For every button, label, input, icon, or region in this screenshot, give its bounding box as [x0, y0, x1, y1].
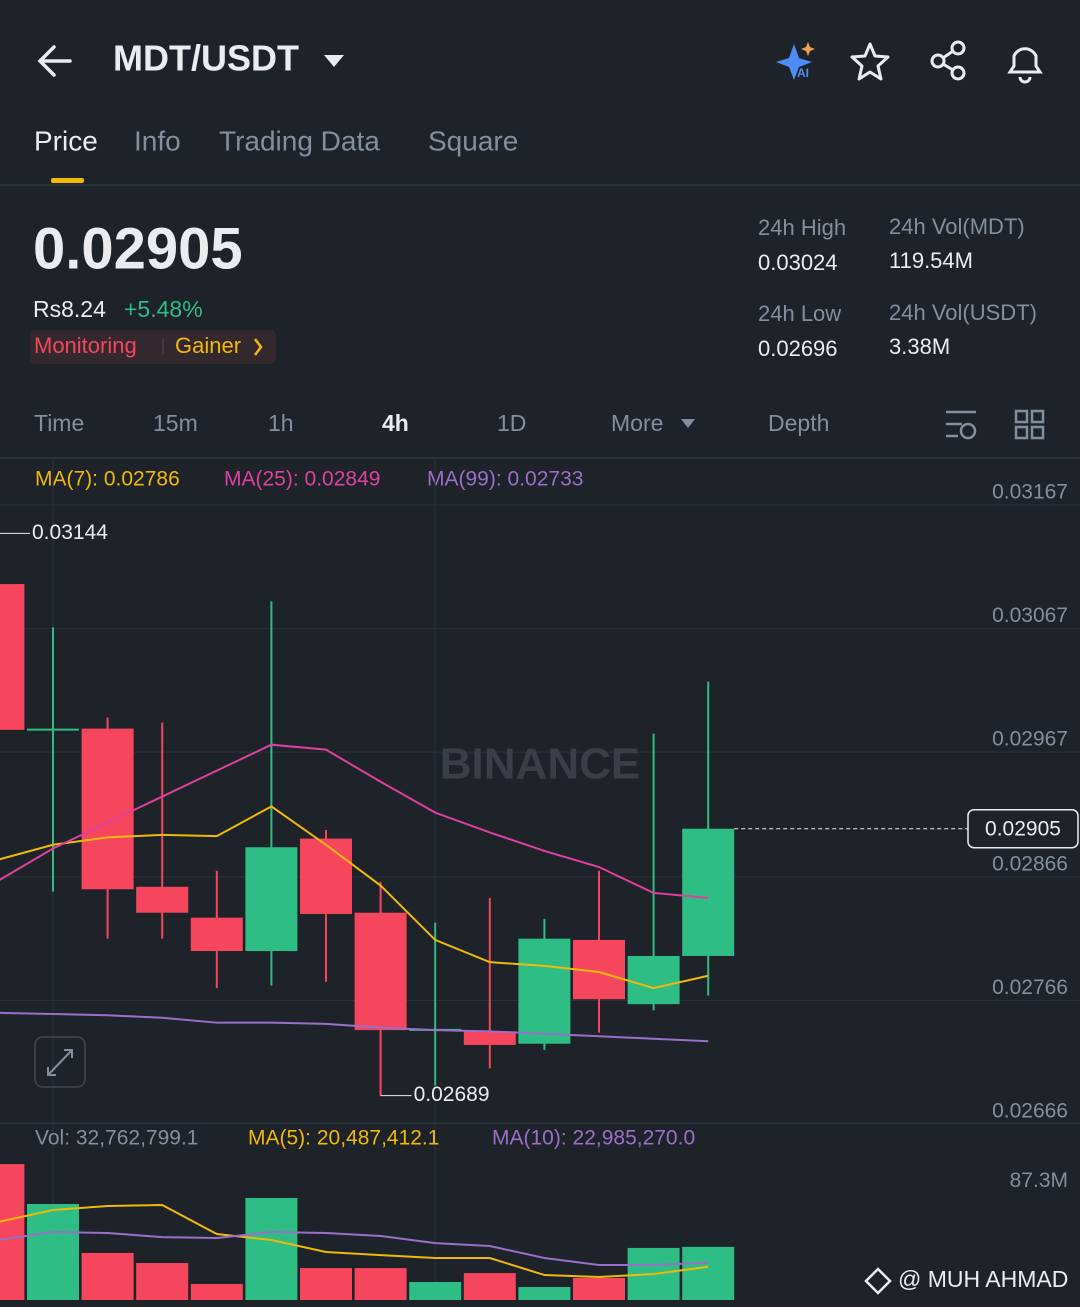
- price-change: +5.48%: [124, 296, 203, 322]
- interval[interactable]: 4h: [382, 410, 409, 436]
- volume-bar: [682, 1246, 735, 1300]
- volume-bar: [518, 1287, 571, 1300]
- layout-button[interactable]: [1014, 409, 1045, 440]
- ma-label: MA(25): 0.02849: [224, 468, 380, 491]
- volume-label: MA(10): 22,985,270.0: [492, 1127, 695, 1150]
- volume-bar: [573, 1277, 625, 1300]
- candle-body: [463, 1031, 516, 1045]
- stat-label: 24h Vol(USDT): [889, 300, 1037, 325]
- credit: @ MUH AHMAD: [898, 1266, 1068, 1292]
- alert-button[interactable]: [1007, 47, 1043, 84]
- tab[interactable]: Info: [134, 125, 181, 156]
- stat-label: 24h High: [758, 215, 846, 240]
- tab[interactable]: Price: [34, 125, 98, 156]
- share-button[interactable]: [930, 40, 966, 81]
- volume-bar: [300, 1268, 352, 1300]
- low-label: 0.02689: [414, 1083, 490, 1106]
- pair-dropdown[interactable]: [324, 55, 344, 67]
- ai-button[interactable]: AI: [776, 42, 815, 80]
- stat-label: 24h Vol(MDT): [889, 214, 1025, 239]
- tag[interactable]: Monitoring: [34, 333, 137, 358]
- y-tick-label: 0.02967: [992, 728, 1068, 751]
- current-price-label: 0.02905: [985, 817, 1061, 840]
- interval[interactable]: 1h: [268, 410, 294, 436]
- y-tick-label: 0.02666: [992, 1100, 1068, 1123]
- chevron: [254, 338, 263, 356]
- footer-credit: @ MUH AHMAD: [864, 1266, 1068, 1295]
- volume-label: Vol: 32,762,799.1: [35, 1127, 198, 1150]
- candle-body: [354, 912, 407, 1031]
- ma-line: [0, 743, 709, 899]
- expand-button[interactable]: [34, 1036, 86, 1088]
- volume-label: MA(5): 20,487,412.1: [248, 1127, 439, 1150]
- candle-body: [518, 938, 571, 1044]
- candle-body: [190, 917, 243, 952]
- tab-indicator: [51, 178, 84, 183]
- back-button[interactable]: [37, 45, 72, 77]
- candle-body: [682, 828, 735, 956]
- favorite-button[interactable]: [850, 42, 890, 81]
- tab[interactable]: Square: [428, 125, 518, 156]
- interval[interactable]: Depth: [768, 410, 829, 436]
- volume-bar: [245, 1198, 298, 1300]
- tag[interactable]: Gainer: [175, 333, 241, 358]
- candle-body: [136, 886, 189, 913]
- y-tick-label: 0.02766: [992, 976, 1068, 999]
- stat-value: 3.38M: [889, 334, 950, 359]
- more-dropdown: [681, 419, 695, 428]
- high-label: 0.03144: [32, 521, 108, 544]
- candle-body: [245, 847, 298, 952]
- y-tick-label: 0.03067: [992, 604, 1068, 627]
- ma-label: MA(99): 0.02733: [427, 468, 583, 491]
- interval[interactable]: 15m: [153, 410, 198, 436]
- volume-ma-line: [0, 1231, 709, 1266]
- volume-bar: [409, 1282, 462, 1300]
- candle-body: [81, 728, 134, 890]
- interval[interactable]: More: [611, 410, 663, 436]
- candle-body: [300, 838, 352, 914]
- volume-ma-line: [0, 1203, 709, 1278]
- interval[interactable]: Time: [34, 410, 84, 436]
- last-price: 0.02905: [33, 216, 243, 281]
- stat-value: 0.03024: [758, 250, 838, 275]
- watermark: BINANCE: [440, 740, 640, 789]
- svg-text:AI: AI: [797, 66, 809, 80]
- volume-bar: [27, 1204, 79, 1300]
- current-price-box: [967, 808, 1079, 849]
- volume-bar: [190, 1283, 243, 1300]
- volume-bar: [354, 1268, 407, 1300]
- fiat-price: Rs8.24: [33, 296, 106, 322]
- volume-bar: [81, 1252, 134, 1300]
- tag-box: [30, 330, 276, 364]
- ma-line: [0, 805, 709, 990]
- indicator-settings[interactable]: [946, 410, 977, 440]
- pair-title[interactable]: MDT/USDT: [113, 38, 299, 79]
- stat-value: 0.02696: [758, 336, 838, 361]
- ma-line: [0, 1011, 709, 1043]
- y-tick-label: 0.02866: [992, 852, 1068, 875]
- stat-value: 119.54M: [889, 248, 973, 273]
- candle-body: [0, 584, 25, 730]
- volume-bar: [463, 1273, 516, 1300]
- ma-label: MA(7): 0.02786: [35, 468, 180, 491]
- candles: [0, 584, 735, 1096]
- stat-label: 24h Low: [758, 301, 841, 326]
- volume-bar: [0, 1164, 25, 1300]
- y-tick-label: 0.03167: [992, 481, 1068, 504]
- volume-bar: [136, 1263, 189, 1300]
- y-tick-label: 87.3M: [1010, 1169, 1068, 1192]
- volume: 87.3M: [0, 1164, 1068, 1300]
- candle-body: [627, 955, 680, 1005]
- interval[interactable]: 1D: [497, 410, 526, 436]
- price-overlay: 0.03144 0.02689 0.02905: [0, 521, 1079, 1106]
- candle-body: [27, 728, 79, 731]
- tab[interactable]: Trading Data: [219, 125, 380, 156]
